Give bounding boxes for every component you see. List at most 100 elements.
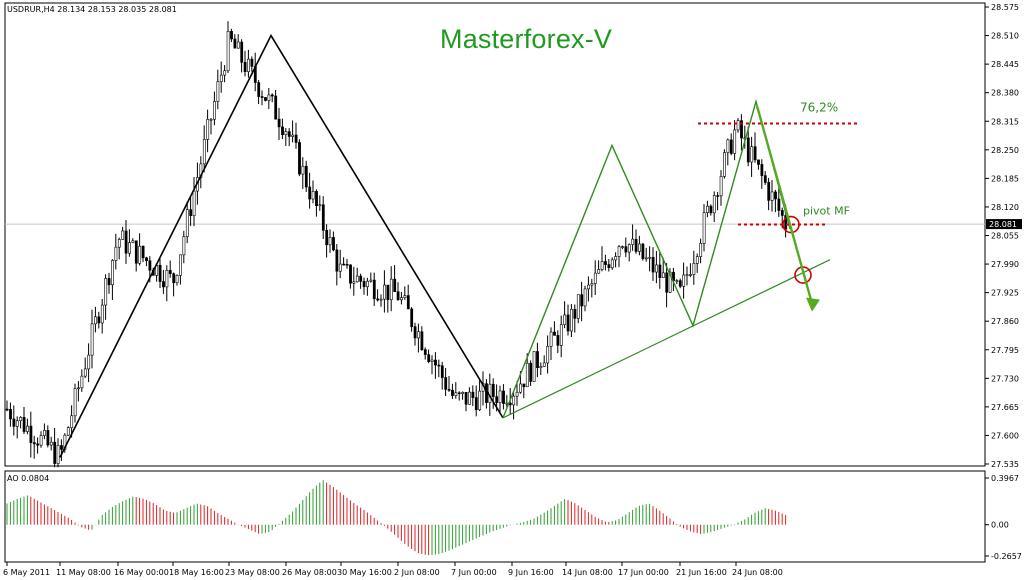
candle-body <box>383 284 386 300</box>
candle-body <box>260 96 264 98</box>
price-tick-label: 28.575 <box>991 3 1019 12</box>
candle-body <box>233 38 237 49</box>
candle-body <box>587 284 590 290</box>
candle-body <box>733 129 737 154</box>
candle-body <box>689 274 692 276</box>
candle-body <box>236 41 240 49</box>
candle-body <box>162 281 165 288</box>
candle-body <box>529 362 533 382</box>
price-tick-label: 28.055 <box>991 232 1019 241</box>
candle-body <box>593 272 597 284</box>
candle-body <box>355 275 359 283</box>
candle-body <box>257 82 261 97</box>
candle-body <box>763 175 767 183</box>
candle-body <box>457 392 461 395</box>
time-tick-label: 24 Jun 08:00 <box>732 568 783 577</box>
candle-body <box>617 246 621 257</box>
candle-body <box>723 152 726 177</box>
candle-body <box>114 246 118 261</box>
candle-body <box>427 354 431 362</box>
candle-body <box>148 260 152 271</box>
price-tick-label: 27.795 <box>991 346 1019 355</box>
candle-body <box>29 425 33 443</box>
candle-body <box>145 257 148 261</box>
candle-body <box>80 375 84 389</box>
candle-body <box>641 243 645 259</box>
price-tick-label: 27.860 <box>991 317 1019 326</box>
candle-body <box>291 134 295 137</box>
price-tick-label: 27.600 <box>991 431 1019 440</box>
candle-body <box>362 281 366 288</box>
candle-body <box>440 365 444 378</box>
candle-body <box>335 249 339 272</box>
candle-body <box>539 366 543 368</box>
candle-body <box>124 230 128 254</box>
price-panel-border <box>4 2 986 467</box>
current-price-label: 28.081 <box>989 220 1017 229</box>
candle-body <box>556 335 560 346</box>
candle-body <box>471 391 475 398</box>
candle-body <box>281 126 284 136</box>
candle-body <box>107 278 111 286</box>
candle-body <box>70 415 74 428</box>
candle-body <box>46 430 50 446</box>
price-tick-label: 27.925 <box>991 289 1019 298</box>
candle-body <box>141 245 145 259</box>
black-zigzag-line <box>59 33 504 458</box>
candles-layer <box>5 21 788 468</box>
candle-body <box>410 308 414 327</box>
candle-body <box>26 425 29 432</box>
candle-body <box>12 418 16 427</box>
candle-body <box>631 238 635 245</box>
candle-body <box>39 435 43 446</box>
trendline <box>502 259 831 419</box>
candle-body <box>729 139 733 154</box>
candle-body <box>315 191 318 207</box>
candle-body <box>661 272 665 278</box>
price-tick-label: 27.730 <box>991 374 1019 383</box>
candle-body <box>468 391 471 405</box>
price-axis: 28.575 28.510 28.445 28.380 28.315 28.250 28.1… <box>985 3 1022 469</box>
candle-body <box>308 186 312 200</box>
candle-body <box>172 273 176 284</box>
candle-body <box>420 331 424 350</box>
candle-body <box>185 209 189 237</box>
pivot-label: pivot MF <box>803 205 850 218</box>
candle-body <box>230 31 233 40</box>
time-tick-label: 11 May 08:00 <box>56 568 111 577</box>
candle-body <box>746 137 750 163</box>
watermark-title: Masterforex-V <box>440 24 613 54</box>
candle-body <box>32 442 36 445</box>
candle-body <box>66 427 70 436</box>
candle-body <box>542 362 546 367</box>
candle-body <box>247 58 250 72</box>
candle-body <box>97 316 101 324</box>
ao-label: AO 0.0804 <box>7 474 50 483</box>
candle-body <box>369 279 373 282</box>
candle-body <box>359 275 363 282</box>
candle-body <box>158 264 162 282</box>
candle-body <box>576 294 580 319</box>
candle-body <box>515 391 519 397</box>
candle-body <box>325 229 329 246</box>
candle-body <box>447 389 451 391</box>
candle-body <box>604 261 607 265</box>
candle-body <box>651 256 655 273</box>
candle-body <box>519 383 522 393</box>
candle-body <box>192 190 196 216</box>
candle-body <box>138 245 142 264</box>
candle-body <box>240 41 244 63</box>
candle-body <box>566 314 570 332</box>
candle-body <box>393 278 397 292</box>
candle-body <box>43 430 46 436</box>
candle-body <box>634 238 638 252</box>
candle-body <box>495 396 499 403</box>
candle-body <box>491 383 495 397</box>
candle-body <box>665 272 669 293</box>
candle-body <box>726 139 730 153</box>
candle-body <box>243 62 247 72</box>
candle-body <box>321 204 325 231</box>
candle-body <box>570 308 573 332</box>
candle-body <box>498 390 502 403</box>
candle-body <box>648 256 652 259</box>
